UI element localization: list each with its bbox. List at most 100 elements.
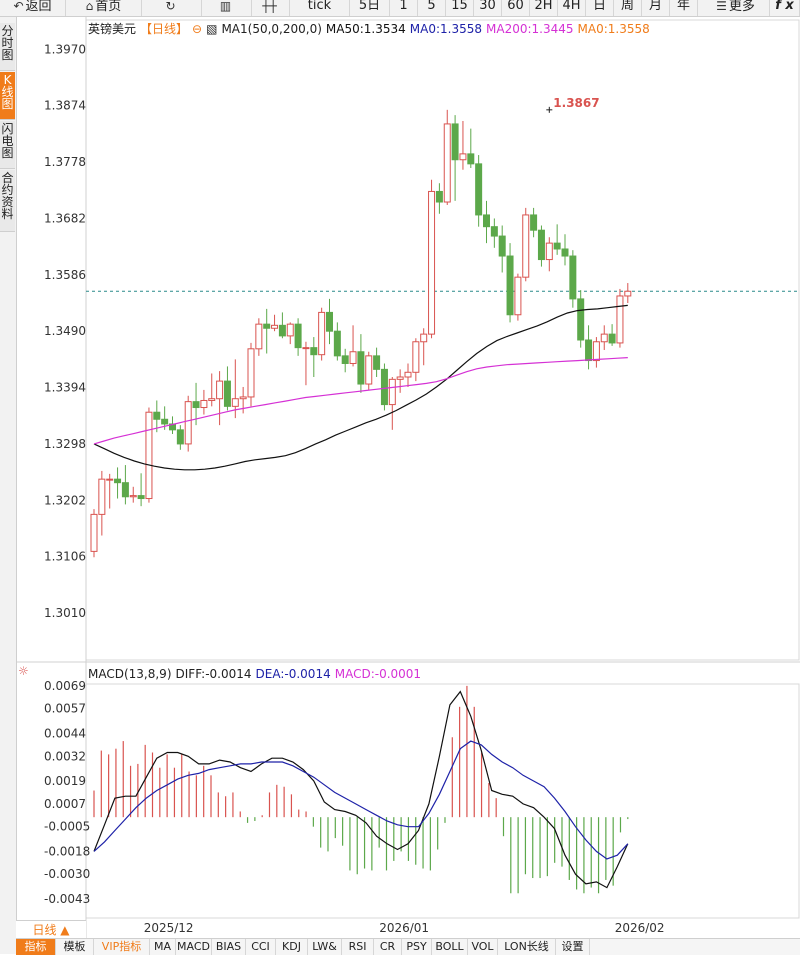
back-button[interactable]: ↶ 返回 [0,0,66,16]
candle [192,382,200,426]
indicator-tab-5[interactable]: BIAS [212,939,246,955]
home-button[interactable]: ⌂ 首页 [66,0,142,16]
formula-button[interactable]: f x [770,0,800,16]
candle-body [545,242,553,261]
candle-body [420,333,428,343]
refresh-button[interactable]: ↻ [142,0,202,16]
candle [577,290,585,348]
candle [483,200,490,244]
candle [137,473,145,507]
period-button-6[interactable]: 2H [530,0,558,16]
tick-button[interactable]: tick [290,0,350,16]
period-button-11[interactable]: 年 [670,0,698,16]
candles [90,109,632,558]
candle [592,337,600,368]
side-tab-0[interactable]: 分时图 [0,23,15,71]
candle [129,486,137,503]
candle-body [318,311,326,356]
legend-ma50: MA50:1.3534 [325,22,406,36]
price-tick-label: 1.3394 [44,381,86,395]
candle [114,467,122,499]
candle [278,312,286,339]
candlestick-icon: ┼┼ [262,0,277,13]
candle-body [624,290,632,297]
ma50-line [93,304,628,471]
period-selector-button[interactable]: 日线 ▲ [16,920,86,939]
side-tabs: 分时图 K线图 闪电图 合约资料 [0,17,17,954]
side-tab-1[interactable]: K线图 [0,72,15,120]
indicator-tab-11[interactable]: PSY [402,939,432,955]
candle-body [467,153,475,165]
candle [443,109,451,205]
period-button-9[interactable]: 周 [614,0,642,16]
macd-tick-label: 0.0057 [44,702,86,716]
period-button-7[interactable]: 4H [558,0,586,16]
price-tick-label: 1.3682 [44,211,86,225]
price-tick-label: 1.3490 [44,324,86,338]
indicator-tab-8[interactable]: LW& [308,939,342,955]
period-button-2[interactable]: 5 [418,0,446,16]
side-tab-3[interactable]: 合约资料 [0,170,15,232]
period-button-3[interactable]: 15 [446,0,474,16]
candle-body [388,378,396,406]
macd-panel-frame [85,683,800,919]
indicator-tab-3[interactable]: MA [150,939,176,955]
indicator-tab-14[interactable]: LON长线 [498,939,556,955]
indicator-tab-0[interactable]: 指标 [16,939,56,955]
candle [302,341,310,386]
indicator-tab-1[interactable]: 模板 [56,939,94,955]
candle-body [498,235,506,257]
indicator-tab-12[interactable]: BOLL [432,939,468,955]
period-button-10[interactable]: 月 [642,0,670,16]
indicator-tab-9[interactable]: RSI [342,939,374,955]
period-button-1[interactable]: 1 [390,0,418,16]
ma-chart-icon: ▧ [206,22,218,36]
candle-body [506,255,514,316]
candle-body [483,214,490,228]
indicator-tab-7[interactable]: KDJ [276,939,308,955]
side-tab-2[interactable]: 闪电图 [0,121,15,169]
candle-body [443,123,451,203]
candle [608,324,616,346]
indicator-tab-2[interactable]: VIP指标 [94,939,150,955]
home-icon: ⌂ [85,0,94,13]
chart-type-button[interactable]: ▥ [202,0,252,16]
period-button-8[interactable]: 日 [586,0,614,16]
macd-histogram [93,685,629,894]
candle-body [569,255,577,300]
period-button-0[interactable]: 5日 [350,0,390,16]
high-marker-label: 1.3867 [553,96,599,110]
candle-body [271,324,279,329]
toolbar: ↶ 返回 ⌂ 首页 ↻ ▥ ┼┼ tick 5日 1 5 15 30 60 2H 4H 日周月年 ☰… [0,0,800,17]
candle [600,325,608,350]
price-tick-label: 1.3202 [44,493,86,507]
legend-settings-icon[interactable]: ⊖ [192,22,203,36]
indicator-tab-15[interactable]: 设置 [556,939,590,955]
macd-diff-line [93,690,629,889]
candle-body [514,276,522,316]
candle-body [98,478,106,515]
candle [624,283,632,304]
ma200-line [93,357,628,445]
candle [459,120,467,170]
indicator-tab-4[interactable]: MACD [176,939,212,955]
legend-ma-params: MA1(50,0,200,0) [221,22,322,36]
candle [333,322,341,361]
macd-settings-icon[interactable]: ☼ [18,664,29,678]
more-button[interactable]: ☰ 更多 [702,0,770,16]
menu-icon: ☰ [716,0,727,13]
candle [145,407,153,503]
macd-tick-label: -0.0005 [44,820,90,834]
indicator-tab-13[interactable]: VOL [468,939,498,955]
candle-body [200,399,208,409]
period-button-5[interactable]: 60 [502,0,530,16]
indicator-tab-10[interactable]: CR [374,939,402,955]
candlestick-type-button[interactable]: ┼┼ [252,0,290,16]
legend-period[interactable]: 【日线】 [140,22,189,36]
candle-body [326,311,333,332]
indicator-tab-6[interactable]: CCI [246,939,276,955]
period-button-4[interactable]: 30 [474,0,502,16]
candle [176,425,184,450]
macd-name: MACD(13,8,9) [88,667,172,681]
candle-body [255,323,263,350]
